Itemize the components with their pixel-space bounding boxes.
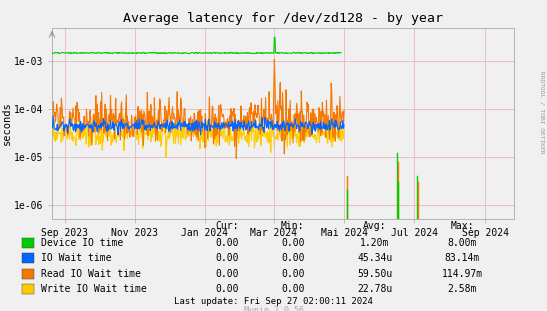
Text: Device IO time: Device IO time	[41, 238, 123, 248]
Text: 2.58m: 2.58m	[447, 284, 477, 294]
Text: 0.00: 0.00	[281, 253, 304, 263]
Text: 22.78u: 22.78u	[357, 284, 392, 294]
Text: 45.34u: 45.34u	[357, 253, 392, 263]
Text: 0.00: 0.00	[216, 269, 238, 279]
Text: Avg:: Avg:	[363, 220, 386, 230]
Text: Min:: Min:	[281, 220, 304, 230]
Text: Max:: Max:	[451, 220, 474, 230]
Text: 83.14m: 83.14m	[445, 253, 480, 263]
Text: Munin 2.0.56: Munin 2.0.56	[243, 306, 304, 311]
Text: 0.00: 0.00	[281, 238, 304, 248]
Text: 1.20m: 1.20m	[360, 238, 389, 248]
Text: 0.00: 0.00	[216, 253, 238, 263]
Text: IO Wait time: IO Wait time	[41, 253, 112, 263]
Text: Last update: Fri Sep 27 02:00:11 2024: Last update: Fri Sep 27 02:00:11 2024	[174, 297, 373, 306]
Text: RRDTOOL / TOBI OETIKER: RRDTOOL / TOBI OETIKER	[539, 71, 544, 153]
Text: 0.00: 0.00	[216, 284, 238, 294]
Text: 114.97m: 114.97m	[441, 269, 483, 279]
Text: 0.00: 0.00	[281, 284, 304, 294]
Y-axis label: seconds: seconds	[2, 102, 12, 146]
Text: 8.00m: 8.00m	[447, 238, 477, 248]
Text: 0.00: 0.00	[281, 269, 304, 279]
Text: Cur:: Cur:	[216, 220, 238, 230]
Text: Write IO Wait time: Write IO Wait time	[41, 284, 147, 294]
Text: 59.50u: 59.50u	[357, 269, 392, 279]
Text: 0.00: 0.00	[216, 238, 238, 248]
Title: Average latency for /dev/zd128 - by year: Average latency for /dev/zd128 - by year	[123, 12, 443, 26]
Text: Read IO Wait time: Read IO Wait time	[41, 269, 141, 279]
